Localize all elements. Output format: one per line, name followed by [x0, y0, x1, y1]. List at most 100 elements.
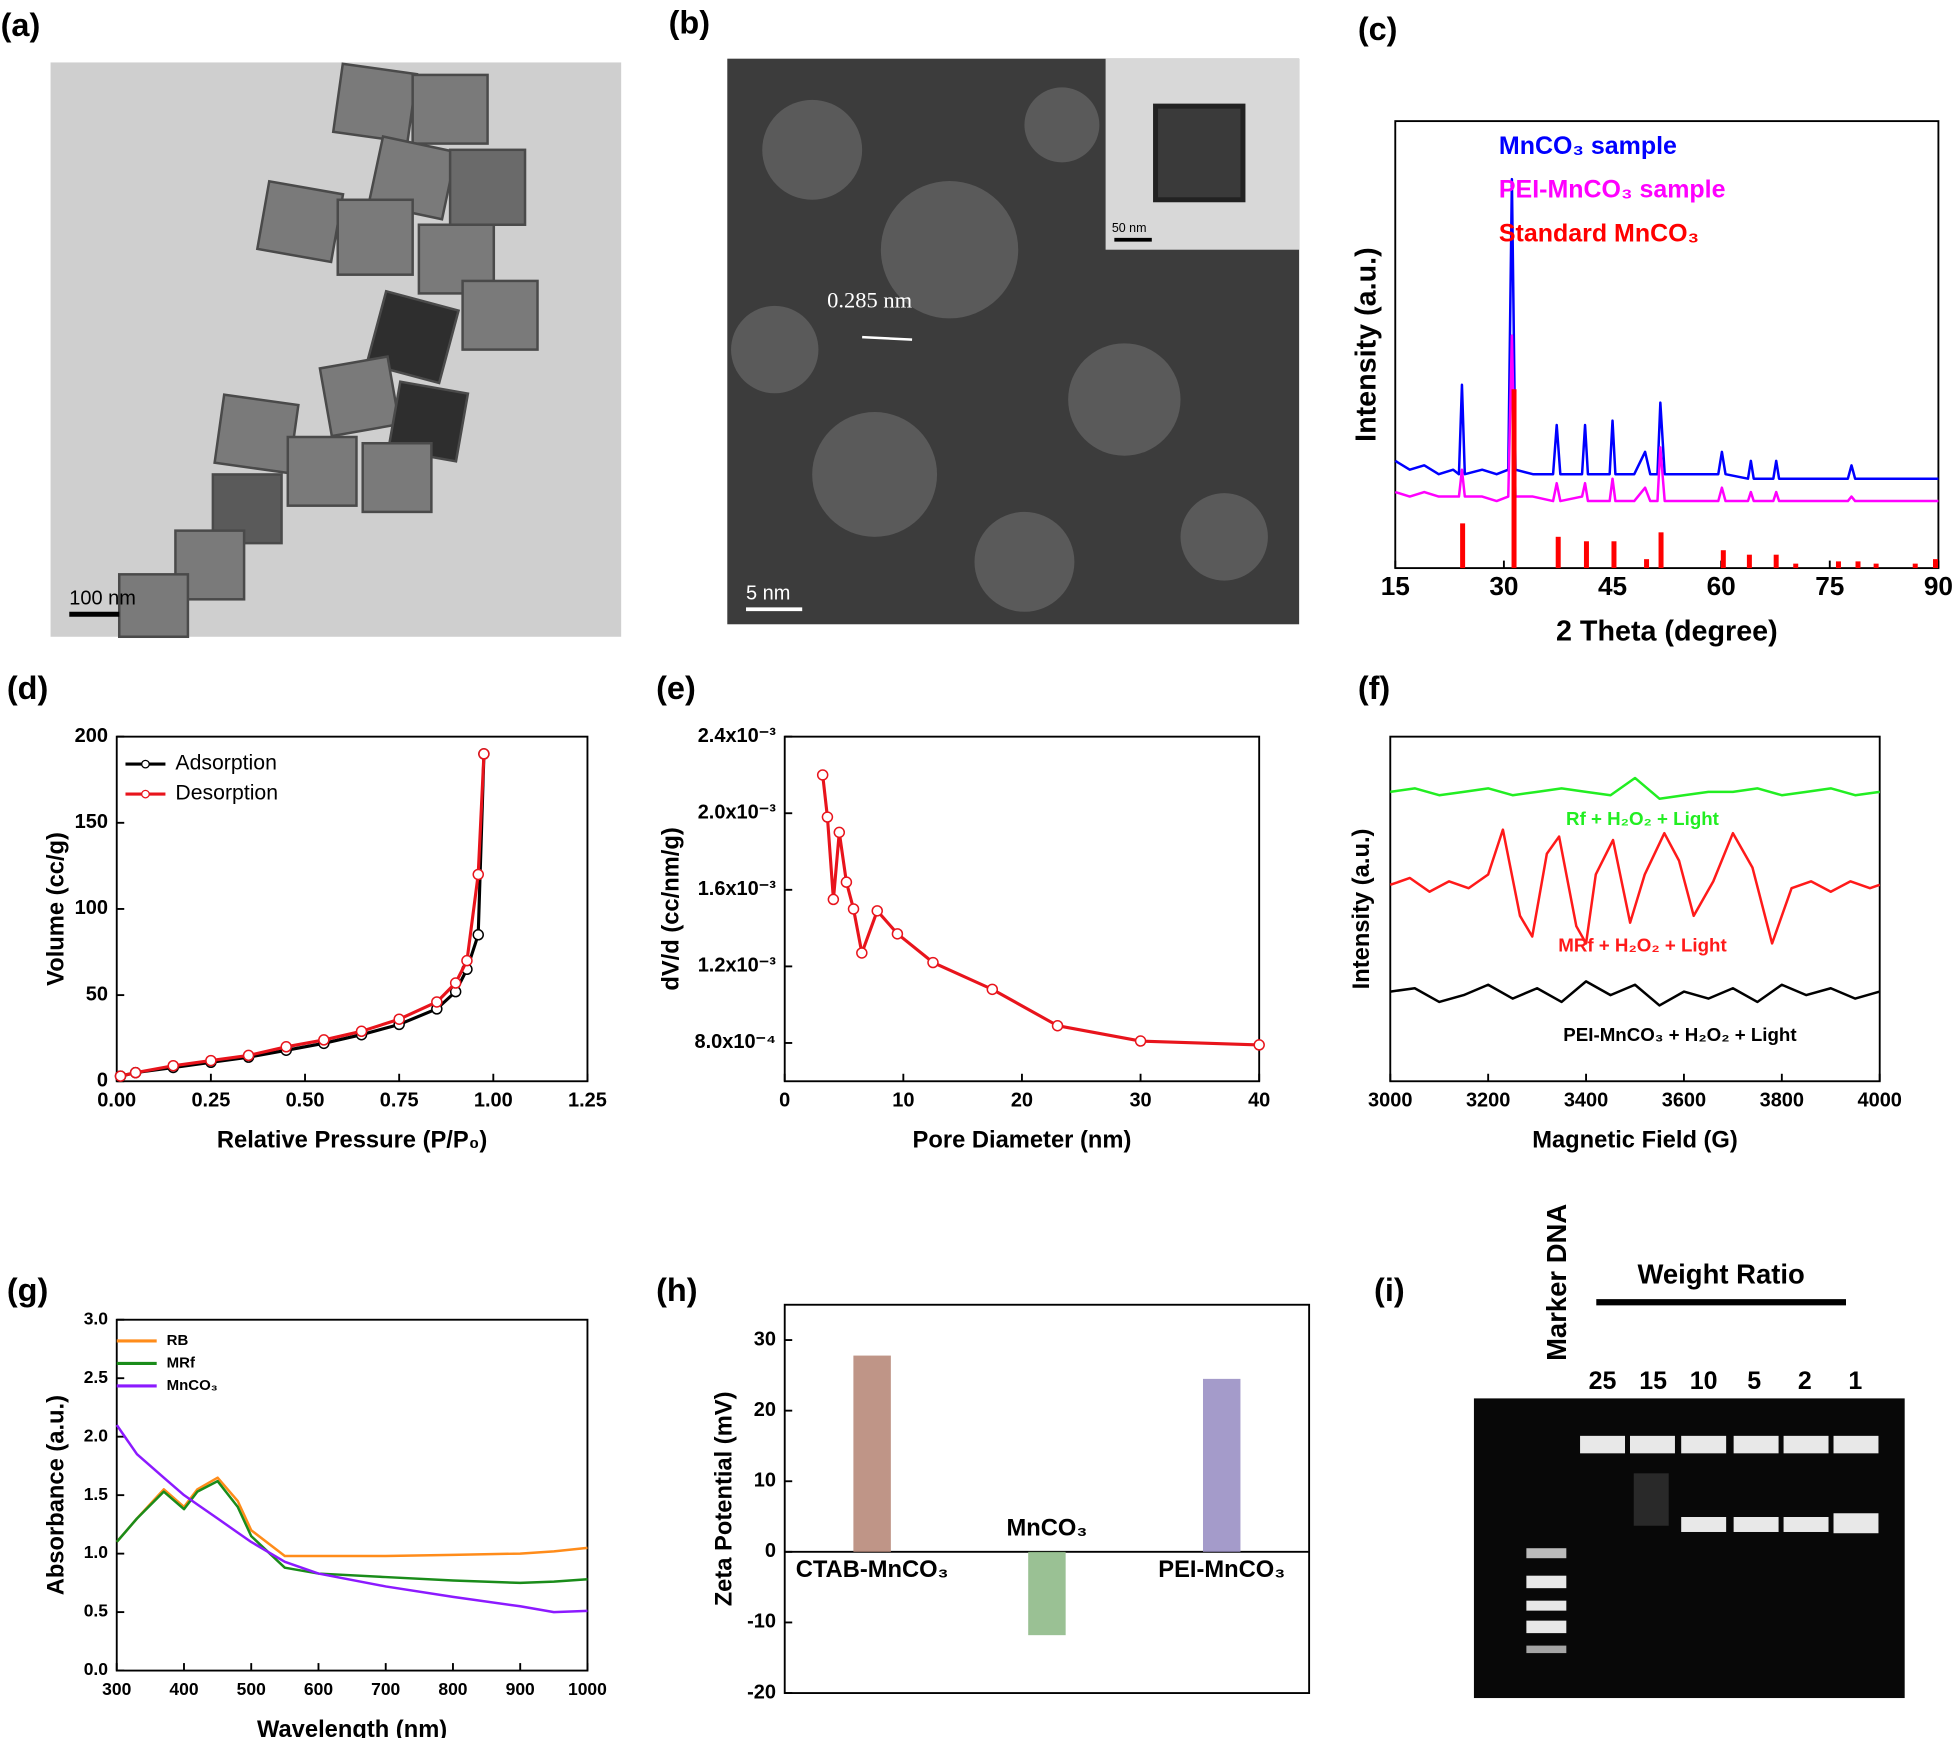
legend-label: Adsorption: [175, 752, 276, 775]
plot-frame: [1389, 735, 1881, 1083]
tem-image-b: 50 nm 0.285 nm 5 nm: [727, 58, 1300, 625]
marker: [927, 956, 939, 969]
lane-label: 2: [1798, 1367, 1812, 1395]
marker: [242, 1049, 255, 1062]
series-line: [115, 1479, 588, 1585]
legend-label: Desorption: [175, 782, 278, 805]
x-tick-label: 20: [1011, 1090, 1033, 1112]
panel-label: (i): [1374, 1272, 1405, 1308]
x-tick-label: 15: [1381, 571, 1410, 601]
y-tick-label: 200: [75, 725, 108, 747]
chart: 3000 3200 3400 3600 3800 4000 Magnetic Field (…: [1349, 735, 1902, 1153]
x-tick-label: 30: [1129, 1090, 1151, 1112]
panel-label: (f): [1358, 670, 1390, 706]
x-axis-label: Pore Diameter (nm): [913, 1127, 1132, 1153]
marker: [891, 928, 904, 940]
y-tick-label: 20: [754, 1399, 776, 1421]
x-tick-label: 3800: [1760, 1090, 1804, 1112]
legend-marker: [141, 759, 150, 769]
lane-label: 25: [1589, 1367, 1617, 1395]
y-axis-label: Volume (cc/g): [44, 832, 70, 986]
lane-label: 5: [1747, 1367, 1761, 1395]
lane-labels: 25 15 10 5 2 1: [1589, 1367, 1863, 1395]
panel-label: (b): [669, 5, 710, 41]
marker: [856, 947, 868, 959]
x-tick-label: 0.25: [191, 1090, 230, 1112]
marker: [1134, 1035, 1147, 1047]
x-tick-label: 60: [1707, 571, 1736, 601]
x-tick-label: 4000: [1857, 1090, 1901, 1112]
series-line: [1389, 828, 1881, 945]
legend-label: MnCO₃ sample: [1499, 132, 1677, 160]
marker: [431, 996, 443, 1008]
gel-title: Weight Ratio: [1638, 1258, 1805, 1289]
panel-label: (c): [1358, 11, 1398, 47]
x-tick-label: 0.75: [380, 1090, 419, 1112]
y-tick-label: 2.0x10⁻³: [698, 802, 777, 824]
x-tick-label: 3000: [1368, 1090, 1412, 1112]
y-tick-label: 2.0: [84, 1425, 108, 1445]
y-axis-label: Absorbance (a.u.): [44, 1395, 70, 1595]
series-label: MRf + H₂O₂ + Light: [1558, 934, 1726, 955]
inset-scale-label: 50 nm: [1112, 221, 1147, 235]
y-tick-label: 0.5: [84, 1601, 109, 1621]
y-axis-label: Intensity (a.u.): [1350, 247, 1382, 442]
marker: [840, 876, 853, 888]
legend-label: Standard MnCO₃: [1499, 219, 1699, 247]
tem-image-a: 100 nm: [50, 62, 622, 639]
y-tick-label: 0.0: [84, 1659, 108, 1679]
x-axis-label: Wavelength (nm): [257, 1717, 447, 1738]
x-tick-label: 300: [102, 1679, 131, 1699]
y-tick-label: 8.0x10⁻⁴: [694, 1031, 776, 1053]
x-tick-label: 3400: [1564, 1090, 1608, 1112]
scale-bar-label: 5 nm: [746, 583, 790, 605]
x-tick-label: 3200: [1466, 1090, 1510, 1112]
x-tick-label: 600: [304, 1679, 333, 1699]
category-label: CTAB-MnCO₃: [796, 1557, 949, 1583]
lattice-spacing: 0.285 nm: [827, 287, 912, 312]
marker: [461, 954, 473, 967]
marker: [167, 1060, 179, 1072]
panel-label: (g): [7, 1272, 48, 1308]
scale-bar-label: 100 nm: [69, 588, 136, 610]
x-tick-label: 1.00: [474, 1090, 513, 1112]
y-tick-label: 0: [97, 1070, 108, 1092]
marker: [1051, 1019, 1064, 1032]
marker: [472, 868, 484, 881]
x-tick-label: 800: [438, 1679, 467, 1699]
panel-label: (h): [656, 1272, 697, 1308]
chart: 0.0 0.5 1.0 1.5 2.0 2.5 3.0 300 400 500 600 700 800 9…: [44, 1308, 607, 1738]
series-line: [1394, 177, 1939, 480]
marker: [827, 893, 840, 906]
legend-label: MnCO₃: [167, 1377, 218, 1394]
marker: [449, 977, 462, 989]
y-tick-label: 1.2x10⁻³: [698, 955, 777, 977]
bar: [1202, 1378, 1241, 1552]
y-tick-label: 1.6x10⁻³: [698, 878, 777, 900]
y-axis-label: dV/d (cc/nm/g): [659, 827, 685, 990]
x-tick-label: 0: [779, 1090, 790, 1112]
x-tick-label: 45: [1598, 571, 1627, 601]
x-axis-label: Magnetic Field (G): [1532, 1127, 1738, 1153]
marker: [393, 1013, 405, 1025]
y-tick-label: 3.0: [84, 1308, 108, 1328]
marker: [129, 1066, 142, 1079]
bar: [1028, 1551, 1066, 1636]
chart: 8.0x10⁻⁴ 1.2x10⁻³ 1.6x10⁻³ 2.0x10⁻³ 2.4x10⁻³…: [659, 725, 1271, 1154]
x-tick-label: 90: [1924, 571, 1953, 601]
lane-label: 1: [1848, 1367, 1862, 1395]
series-line: [821, 774, 1260, 1047]
legend-label: RB: [167, 1332, 189, 1349]
plot-frame: [783, 1303, 1311, 1694]
y-tick-label: 30: [754, 1328, 776, 1350]
marker: [355, 1025, 368, 1038]
panel-label: (a): [1, 7, 41, 43]
x-tick-label: 0.50: [286, 1090, 325, 1112]
x-tick-label: 500: [237, 1679, 266, 1699]
panel-labels: (a) (b) (c) (d) (e) (f) (g) (h) (i): [1, 5, 1405, 1308]
marker: [318, 1034, 330, 1046]
marker-label: Marker DNA: [1541, 1204, 1572, 1361]
marker: [1253, 1039, 1265, 1051]
marker: [816, 769, 829, 781]
